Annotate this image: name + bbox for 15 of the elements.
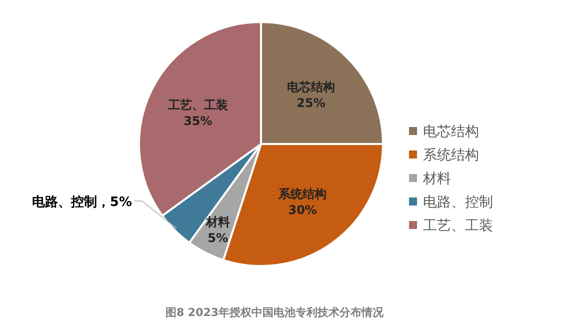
data-label: 5% [208, 230, 228, 245]
caption: 图8 2023年授权中国电池专利技术分布情况 [165, 306, 385, 319]
slice-label: 系统结构 [278, 187, 327, 202]
legend-label: 材料 [422, 171, 451, 187]
legend-label: 系统结构 [423, 148, 479, 164]
slice-label: 电芯结构 [287, 80, 336, 94]
legend-label: 工艺、工装 [423, 218, 493, 234]
legend-label: 电路、控制 [423, 194, 493, 210]
legend-label: 电芯结构 [423, 124, 479, 140]
slice-label: 工艺、工装 [166, 98, 229, 112]
data-label: 25% [296, 96, 326, 110]
slice-label: 材料 [204, 214, 230, 229]
category-label: 电路、控制，5% [32, 195, 132, 210]
data-label: 30% [288, 203, 317, 218]
data-label: 35% [184, 114, 212, 128]
